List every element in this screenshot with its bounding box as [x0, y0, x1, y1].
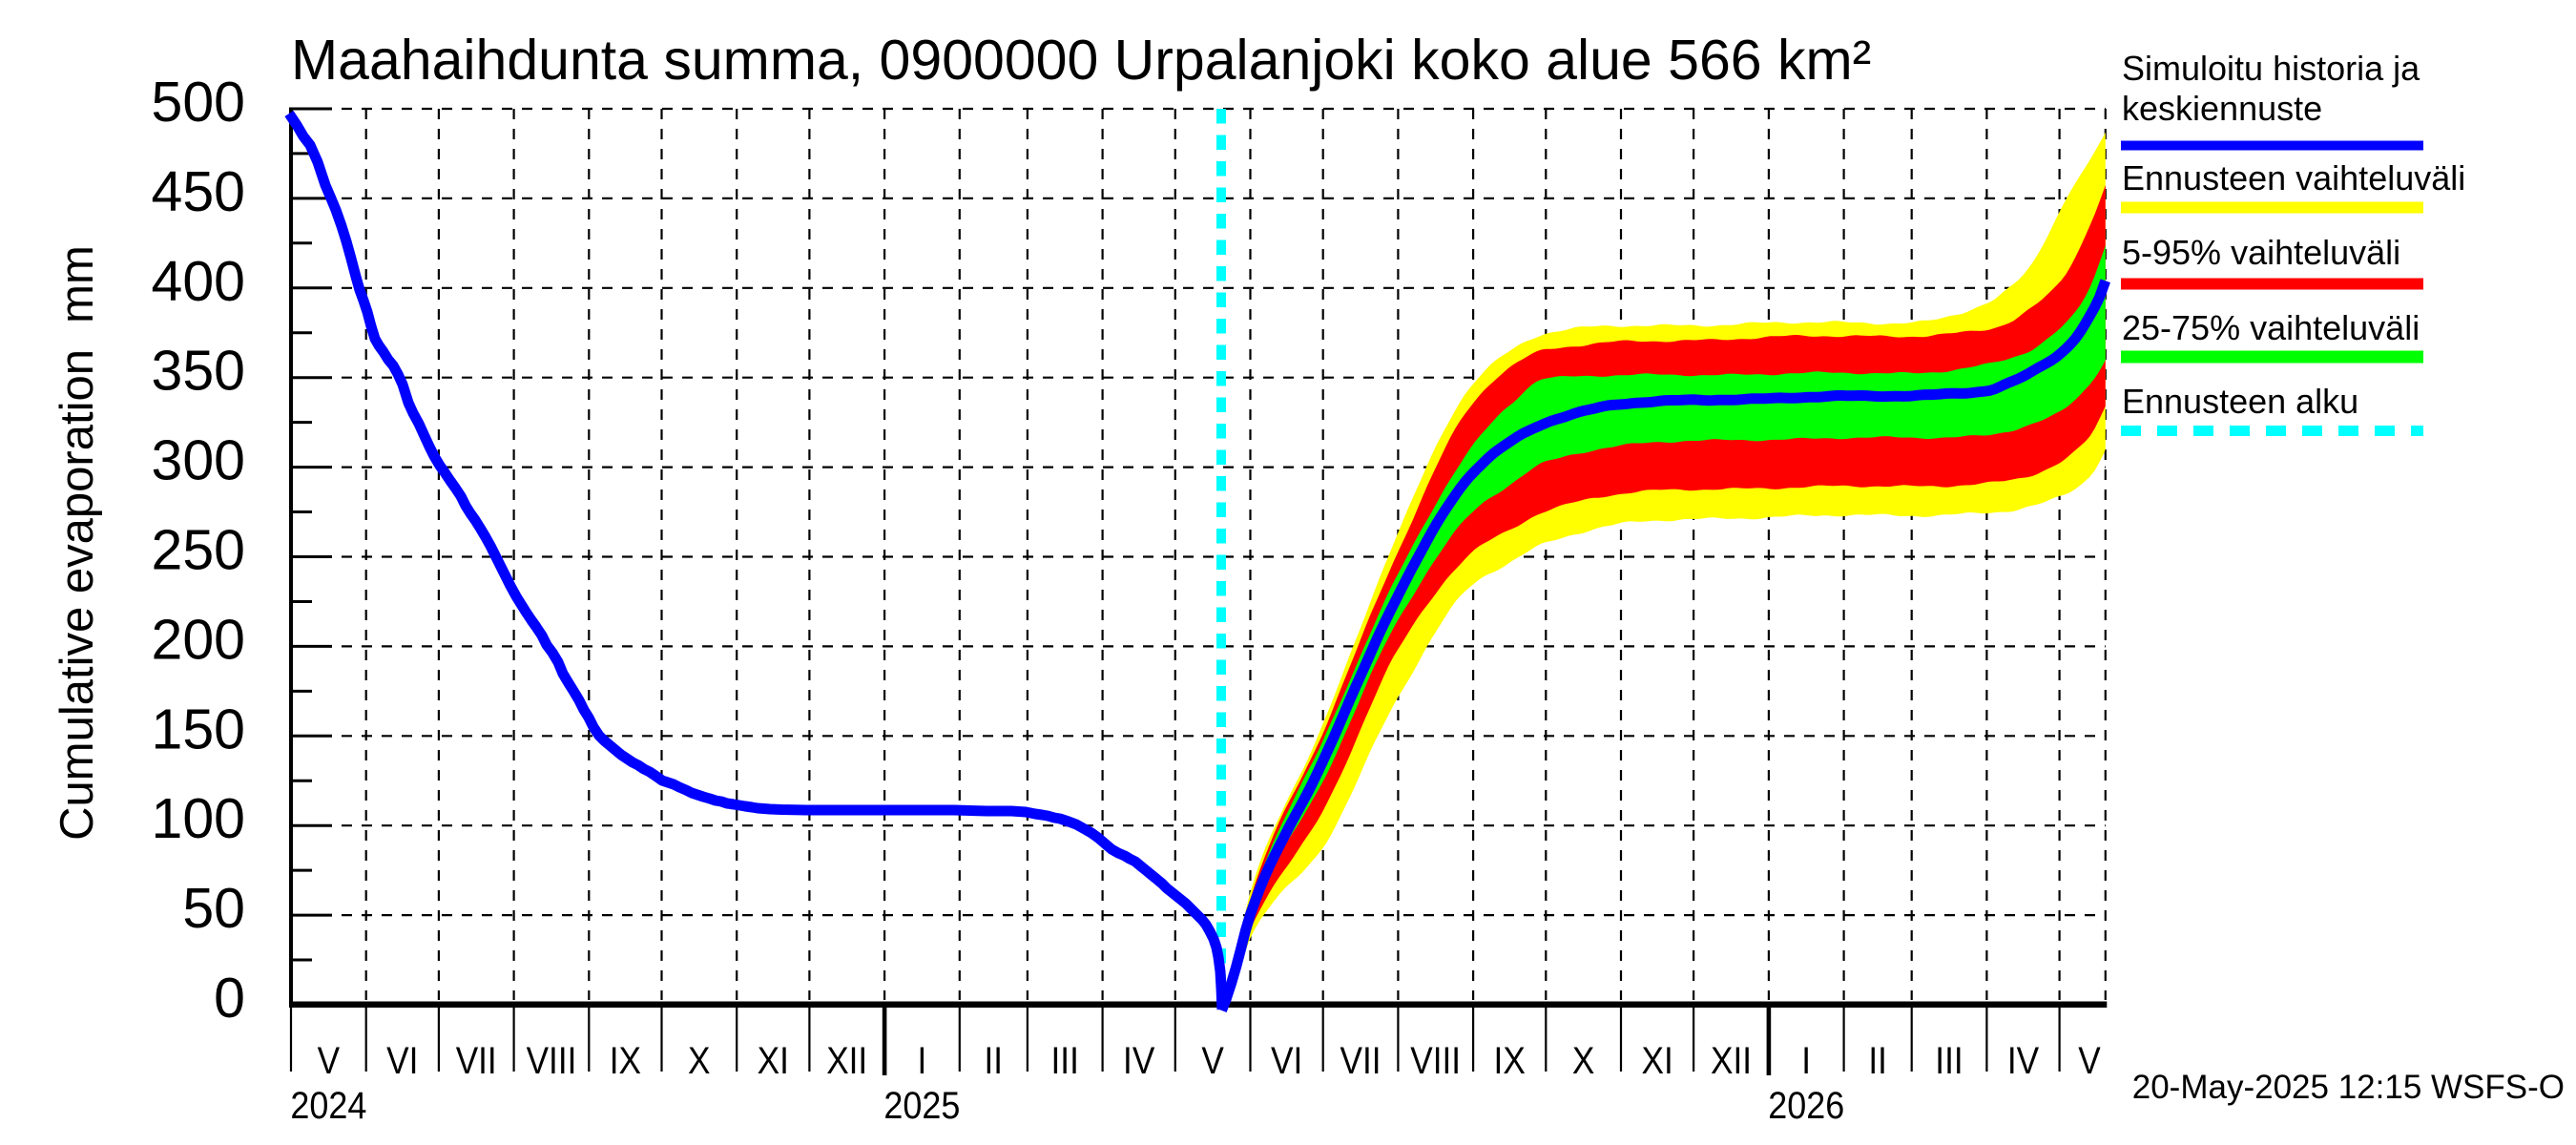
- svg-text:Simuloitu historia ja: Simuloitu historia ja: [2122, 49, 2420, 88]
- svg-text:VI: VI: [386, 1040, 418, 1082]
- svg-text:25-75% vaihteluväli: 25-75% vaihteluväli: [2122, 308, 2420, 347]
- svg-text:150: 150: [152, 697, 245, 760]
- svg-text:IV: IV: [1123, 1040, 1155, 1082]
- svg-text:50: 50: [182, 877, 245, 940]
- svg-text:keskiennuste: keskiennuste: [2122, 89, 2322, 128]
- svg-text:XI: XI: [758, 1040, 789, 1082]
- svg-text:5-95% vaihteluväli: 5-95% vaihteluväli: [2122, 233, 2400, 272]
- svg-text:VII: VII: [1340, 1040, 1381, 1082]
- svg-text:V: V: [318, 1040, 341, 1082]
- svg-text:2024: 2024: [290, 1085, 366, 1127]
- svg-text:II: II: [985, 1040, 1004, 1082]
- svg-text:100: 100: [152, 787, 245, 850]
- svg-text:VI: VI: [1271, 1040, 1302, 1082]
- svg-text:VIII: VIII: [527, 1040, 577, 1082]
- svg-text:Maahaihdunta summa, 0900000 Ur: Maahaihdunta summa, 0900000 Urpalanjoki …: [291, 29, 1871, 92]
- svg-text:350: 350: [152, 340, 245, 403]
- svg-text:X: X: [1572, 1040, 1595, 1082]
- svg-text:200: 200: [152, 608, 245, 671]
- svg-text:20-May-2025 12:15 WSFS-O: 20-May-2025 12:15 WSFS-O: [2132, 1069, 2565, 1106]
- svg-text:II: II: [1868, 1040, 1887, 1082]
- svg-text:XII: XII: [826, 1040, 867, 1082]
- svg-text:V: V: [1201, 1040, 1224, 1082]
- svg-text:XI: XI: [1641, 1040, 1672, 1082]
- svg-text:Ennusteen vaihteluväli: Ennusteen vaihteluväli: [2122, 158, 2465, 198]
- svg-text:300: 300: [152, 429, 245, 492]
- svg-text:0: 0: [214, 967, 245, 1030]
- svg-text:V: V: [2078, 1040, 2101, 1082]
- svg-text:500: 500: [152, 71, 245, 134]
- svg-text:Cumulative evaporation mm: Cumulative evaporation mm: [52, 245, 103, 841]
- svg-text:2026: 2026: [1768, 1085, 1844, 1127]
- svg-text:IX: IX: [1494, 1040, 1526, 1082]
- svg-text:2025: 2025: [883, 1085, 960, 1127]
- svg-text:X: X: [688, 1040, 711, 1082]
- svg-text:250: 250: [152, 519, 245, 582]
- svg-text:VII: VII: [456, 1040, 497, 1082]
- svg-text:450: 450: [152, 160, 245, 223]
- svg-text:IX: IX: [610, 1040, 641, 1082]
- svg-text:I: I: [1801, 1040, 1811, 1082]
- svg-text:VIII: VIII: [1410, 1040, 1461, 1082]
- svg-text:I: I: [918, 1040, 927, 1082]
- svg-text:III: III: [1051, 1040, 1079, 1082]
- svg-text:IV: IV: [2007, 1040, 2040, 1082]
- svg-text:400: 400: [152, 250, 245, 313]
- svg-text:III: III: [1935, 1040, 1963, 1082]
- svg-text:XII: XII: [1711, 1040, 1752, 1082]
- svg-text:Ennusteen alku: Ennusteen alku: [2122, 382, 2358, 421]
